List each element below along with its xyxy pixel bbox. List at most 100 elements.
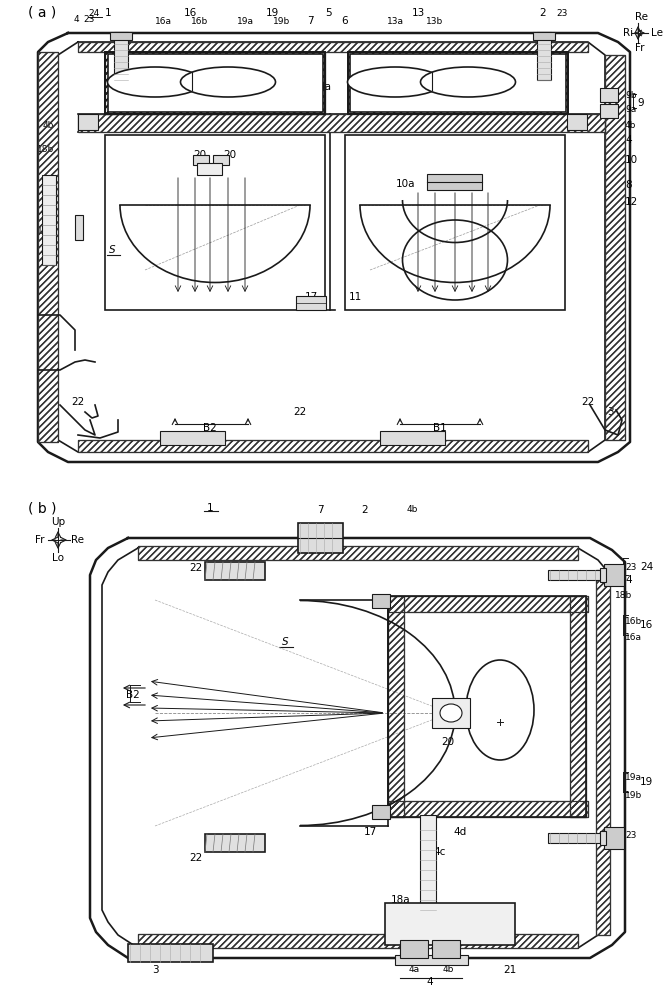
Bar: [78, 42, 588, 52]
Text: 19a: 19a: [236, 16, 254, 25]
Bar: [604, 827, 624, 849]
Bar: [350, 54, 566, 112]
Text: 4b: 4b: [407, 506, 417, 514]
Text: 4: 4: [625, 575, 631, 585]
Bar: [372, 594, 390, 608]
Text: 10a: 10a: [395, 179, 415, 189]
Text: 2: 2: [539, 8, 546, 18]
Text: 4a: 4a: [409, 966, 419, 974]
Bar: [205, 562, 265, 580]
Bar: [388, 801, 588, 817]
Text: 20: 20: [223, 150, 237, 160]
Bar: [388, 801, 588, 817]
Bar: [138, 546, 578, 560]
Text: 5: 5: [325, 8, 331, 18]
Bar: [105, 135, 325, 310]
Bar: [38, 52, 58, 442]
Text: Re: Re: [72, 535, 85, 545]
Text: 19: 19: [265, 8, 278, 18]
Bar: [105, 52, 325, 114]
Text: Re: Re: [635, 12, 648, 22]
Ellipse shape: [107, 67, 203, 97]
Bar: [105, 52, 325, 114]
Text: Fr: Fr: [36, 535, 45, 545]
Text: 13b: 13b: [426, 16, 444, 25]
Bar: [605, 55, 625, 440]
Bar: [372, 805, 390, 819]
Bar: [388, 596, 588, 612]
Bar: [395, 955, 468, 965]
Text: 16b: 16b: [191, 16, 209, 25]
Text: 4c: 4c: [434, 847, 446, 857]
Text: 16a: 16a: [625, 634, 642, 643]
Text: 4: 4: [625, 135, 631, 145]
Text: B2: B2: [126, 690, 140, 700]
Text: S: S: [282, 637, 289, 647]
Ellipse shape: [421, 67, 515, 97]
Text: 20: 20: [442, 737, 454, 747]
Text: 23: 23: [625, 564, 636, 572]
Bar: [78, 114, 605, 132]
Bar: [348, 52, 568, 114]
Bar: [596, 570, 610, 935]
Text: B1: B1: [433, 423, 447, 433]
Bar: [38, 52, 58, 442]
Text: 23: 23: [83, 15, 95, 24]
Bar: [388, 596, 586, 817]
Bar: [604, 564, 624, 586]
Bar: [105, 52, 325, 114]
Text: 18a: 18a: [37, 228, 54, 236]
Bar: [138, 934, 578, 948]
Text: 11: 11: [348, 292, 362, 302]
Bar: [432, 940, 460, 958]
Text: 4b: 4b: [442, 966, 454, 974]
Text: B2: B2: [203, 423, 217, 433]
Text: 9: 9: [637, 98, 643, 108]
Text: 4c: 4c: [44, 176, 54, 184]
Bar: [385, 903, 515, 945]
Bar: [388, 596, 404, 817]
Text: 4: 4: [427, 977, 433, 987]
Text: 12: 12: [625, 197, 638, 207]
Text: 6: 6: [342, 16, 348, 26]
Text: 4d: 4d: [178, 82, 192, 92]
Text: 23: 23: [625, 830, 636, 840]
Text: 18: 18: [389, 917, 402, 927]
Bar: [388, 596, 588, 612]
Bar: [78, 114, 98, 130]
Bar: [78, 42, 588, 52]
Text: 4d: 4d: [454, 827, 466, 837]
Text: 16b: 16b: [625, 617, 642, 626]
Bar: [548, 570, 606, 580]
Ellipse shape: [348, 67, 442, 97]
Bar: [432, 698, 470, 728]
Bar: [348, 52, 568, 114]
Text: 9b: 9b: [625, 92, 637, 101]
Bar: [108, 54, 323, 112]
Bar: [570, 596, 586, 817]
Bar: [138, 546, 578, 560]
Text: 3: 3: [607, 407, 613, 417]
Bar: [78, 440, 588, 452]
Text: 18b: 18b: [615, 590, 632, 599]
Text: 22: 22: [71, 397, 85, 407]
Text: 20: 20: [193, 150, 207, 160]
Text: 19: 19: [640, 777, 654, 787]
Text: 19b: 19b: [273, 16, 291, 25]
Text: Lo: Lo: [52, 553, 64, 563]
Text: 24: 24: [640, 562, 654, 572]
Bar: [110, 32, 132, 40]
Bar: [193, 155, 209, 165]
Text: 16: 16: [640, 620, 654, 630]
Bar: [138, 546, 578, 560]
Bar: [400, 940, 428, 958]
Bar: [42, 175, 56, 265]
Bar: [388, 596, 404, 817]
Bar: [548, 833, 606, 843]
Text: 18b: 18b: [37, 145, 54, 154]
Bar: [298, 523, 343, 553]
Text: 17: 17: [364, 827, 377, 837]
Bar: [78, 114, 605, 132]
Bar: [213, 155, 229, 165]
Bar: [605, 55, 625, 440]
